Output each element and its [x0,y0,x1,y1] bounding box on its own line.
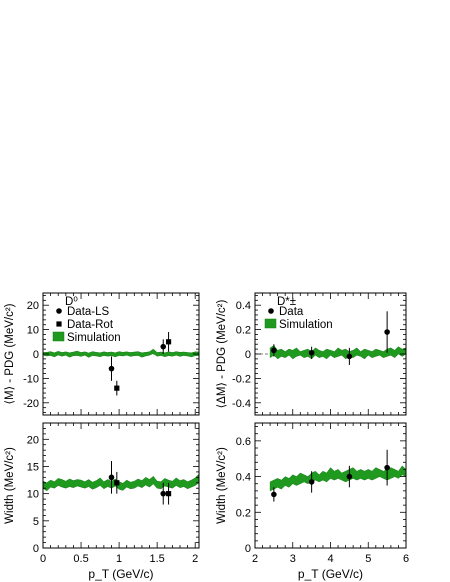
x-axis-title: p_T (GeV/c) [88,567,153,581]
y-tick-label: 0.4 [236,472,251,484]
legend-marker-circle [268,308,274,314]
data-point-circle [271,491,277,498]
y-tick-label: 10 [27,489,39,501]
x-axis-title: p_T (GeV/c) [298,567,363,581]
data-point-circle [271,347,277,354]
y-tick-label: 10 [27,325,39,337]
y-axis-title: Width (MeV/c²) [216,447,228,524]
y-tick-label: 0.2 [236,325,251,337]
x-tick-label: 2 [192,553,198,565]
y-tick-label: 20 [27,434,39,446]
y-axis-title: ⟨ΔM⟩ - PDG (MeV/c²) [215,300,228,409]
y-tick-label: -0.4 [232,398,251,410]
legend-marker-band [52,331,65,342]
y-tick-label: 0 [33,349,39,361]
y-tick-label: -0.2 [232,373,251,385]
plot-frame [42,422,200,549]
y-tick-label: 5 [33,516,39,528]
legend-marker-square [56,321,62,327]
data-point-square [114,385,120,391]
y-tick-label: 0.2 [236,507,251,519]
legend-label: Simulation [279,319,333,331]
panel-d0-mass: -20 -10 0 10 20 ⟨M⟩ - PDG (MeV/c²) D⁰Data-LSDa… [3,292,200,416]
x-tick-label: 1.5 [149,553,164,565]
y-tick-label: 15 [27,461,39,473]
data-point-circle [346,473,353,480]
y-tick-label: 20 [27,300,39,312]
y-tick-label: 0.4 [236,300,251,312]
data-point-circle [346,353,353,360]
data-point-circle [108,474,115,481]
x-tick-label: 0.5 [73,553,88,565]
data-point-circle [384,464,390,471]
data-point-circle [308,349,315,356]
y-tick-label: -10 [23,373,39,385]
legend-label: Data [279,306,304,318]
x-tick-label: 1 [116,553,122,565]
x-tick-label: 4 [327,553,333,565]
data-point-square [114,480,120,486]
x-tick-label: 0 [40,553,46,565]
data-point-square [165,491,172,497]
legend-label: Simulation [67,332,121,344]
y-tick-label: -20 [23,398,39,410]
data-point-circle [384,329,390,335]
data-point-circle [308,479,315,485]
x-tick-label: 6 [403,553,409,565]
data-point-square [165,339,172,345]
data-point-circle [108,365,115,372]
y-tick-label: 0 [33,543,39,555]
panel-dstar-width: 2 3 4 5 6 0 0.2 0.4 0.6 Width (MeV/c²) p_T (GeV/c) [216,422,409,581]
y-axis-title: Width (MeV/c²) [4,447,16,524]
legend-marker-band [264,318,277,329]
panel-dstar-mass: -0.4 -0.2 0 0.2 0.4 ⟨ΔM⟩ - PDG (MeV/c²) D*±Dat… [215,292,407,416]
particle-label: D*± [277,296,296,308]
legend-marker-circle [56,308,62,314]
legend-label: Data-LS [67,306,110,318]
y-tick-label: 0 [245,349,251,361]
x-tick-label: 2 [252,553,258,565]
y-tick-label: 0 [245,543,251,555]
y-tick-label: 0.6 [236,436,251,448]
data-point-circle [160,490,167,497]
x-tick-label: 3 [290,553,296,565]
x-tick-label: 5 [365,553,371,565]
legend-label: Data-Rot [67,319,114,331]
particle-label: D⁰ [65,296,78,308]
y-axis-title: ⟨M⟩ - PDG (MeV/c²) [3,303,16,404]
data-point-circle [160,343,167,350]
